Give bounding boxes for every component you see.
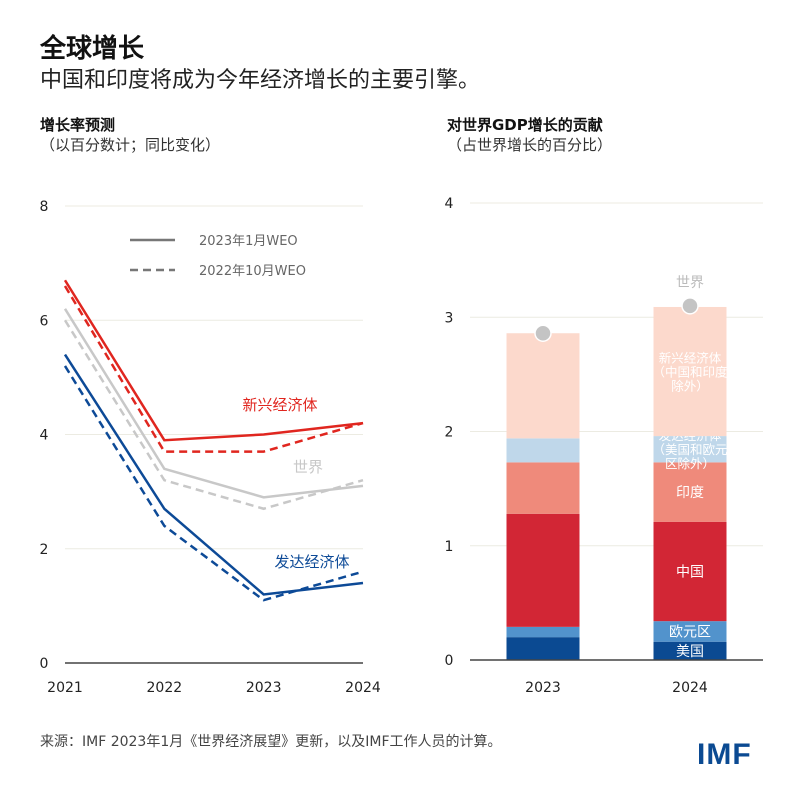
bar-segment-label: 美国: [676, 644, 704, 660]
bar-segment: [506, 462, 580, 514]
bar-segment-label: （中国和印度: [652, 365, 728, 380]
series-line-oct2022: [63, 285, 364, 453]
x-tick-label: 2024: [345, 680, 381, 696]
y-tick-label: 1: [445, 539, 454, 555]
y-tick-label: 0: [445, 653, 454, 669]
bar-segment-label: （美国和欧元: [652, 442, 727, 457]
series-line-oct2022: [63, 365, 364, 602]
series-label: 世界: [293, 458, 323, 476]
x-tick-label: 2024: [672, 680, 708, 696]
bar-segment-label: 中国: [676, 564, 704, 580]
bar-segment: [653, 521, 727, 622]
series-line-oct2022: [63, 319, 364, 511]
y-tick-label: 2: [445, 425, 454, 441]
bar-segment: [506, 637, 580, 660]
imf-logo: IMF: [697, 738, 752, 771]
x-tick-label: 2023: [246, 680, 282, 696]
series-label: 新兴经济体: [242, 396, 317, 414]
series-label: 发达经济体: [274, 553, 349, 571]
world-marker: [534, 324, 552, 342]
series-line-jan2023: [63, 308, 364, 499]
bar-segment: [653, 436, 727, 463]
bar-segment: [506, 333, 580, 439]
series-line-jan2023: [63, 279, 364, 442]
source-note: 来源：IMF 2023年1月《世界经济展望》更新，以及IMF工作人员的计算。: [40, 734, 502, 750]
page-subtitle: 中国和印度将成为今年经济增长的主要引擎。: [40, 68, 481, 93]
y-tick-label: 2: [40, 542, 49, 558]
bar-segment: [506, 513, 580, 627]
y-tick-label: 4: [445, 196, 454, 212]
bar-segment: [653, 462, 727, 522]
x-tick-label: 2022: [147, 680, 183, 696]
bar-segment-label: 除外）: [671, 379, 709, 394]
y-tick-label: 4: [40, 428, 49, 444]
bar-segment-label: 区除外）: [665, 456, 715, 471]
bar-segment: [653, 306, 727, 437]
y-tick-label: 8: [40, 199, 49, 215]
world-marker: [681, 297, 699, 315]
world-marker-label: 世界: [676, 275, 704, 291]
y-tick-label: 0: [40, 656, 49, 672]
right-panel-title: 对世界GDP增长的贡献: [447, 116, 603, 134]
bar-segment: [506, 438, 580, 463]
y-tick-label: 3: [445, 310, 454, 326]
page-title: 全球增长: [40, 34, 145, 64]
bar-segment: [653, 621, 727, 642]
bar-segment-label: 新兴经济体: [659, 351, 722, 366]
legend-label: 2022年10月WEO: [199, 264, 306, 279]
right-panel-units: （占世界增长的百分比）: [447, 136, 613, 154]
left-panel-title: 增长率预测: [40, 116, 116, 134]
left-panel-units: （以百分数计；同比变化）: [40, 136, 221, 154]
legend-label: 2023年1月WEO: [199, 234, 298, 249]
series-line-jan2023: [63, 353, 364, 596]
y-tick-label: 6: [40, 313, 49, 329]
bar-segment-label: 欧元区: [669, 624, 711, 640]
bar-segment: [506, 626, 580, 638]
bar-segment: [653, 641, 727, 660]
bar-segment-label: 印度: [676, 485, 704, 501]
x-tick-label: 2021: [47, 680, 83, 696]
x-tick-label: 2023: [525, 680, 561, 696]
